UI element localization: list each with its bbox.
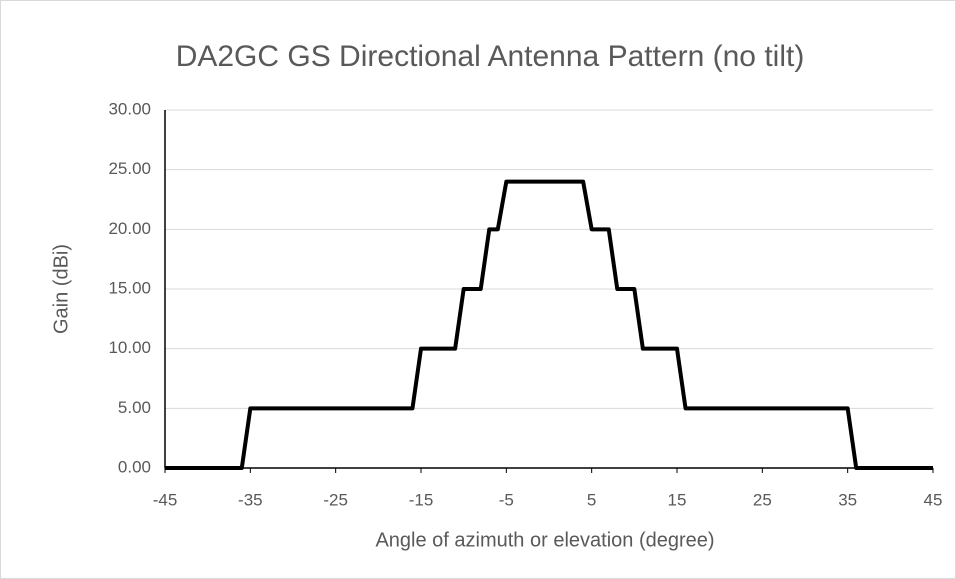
x-tick-label: 15: [668, 490, 687, 509]
x-tick-label: 5: [587, 490, 596, 509]
y-tick-label: 30.00: [108, 99, 151, 118]
x-tick-label: 35: [838, 490, 857, 509]
x-tick-label: -5: [499, 490, 514, 509]
x-tick-label: -15: [409, 490, 434, 509]
x-tick-label: 25: [753, 490, 772, 509]
x-tick-label: 45: [924, 490, 943, 509]
data-line: [165, 179, 933, 470]
x-tick-label: -25: [323, 490, 348, 509]
y-tick-label: 5.00: [118, 398, 151, 417]
x-axis-label: Angle of azimuth or elevation (degree): [375, 529, 714, 551]
y-tick-label: 0.00: [118, 457, 151, 476]
y-tick-label: 20.00: [108, 219, 151, 238]
y-tick-label: 15.00: [108, 278, 151, 297]
x-tick-label: -45: [153, 490, 178, 509]
y-axis-label: Gain (dBi): [50, 244, 72, 334]
y-tick-label: 25.00: [108, 159, 151, 178]
chart-title: DA2GC GS Directional Antenna Pattern (no…: [176, 40, 805, 73]
y-tick-label: 10.00: [108, 338, 151, 357]
x-tick-label: -35: [238, 490, 263, 509]
